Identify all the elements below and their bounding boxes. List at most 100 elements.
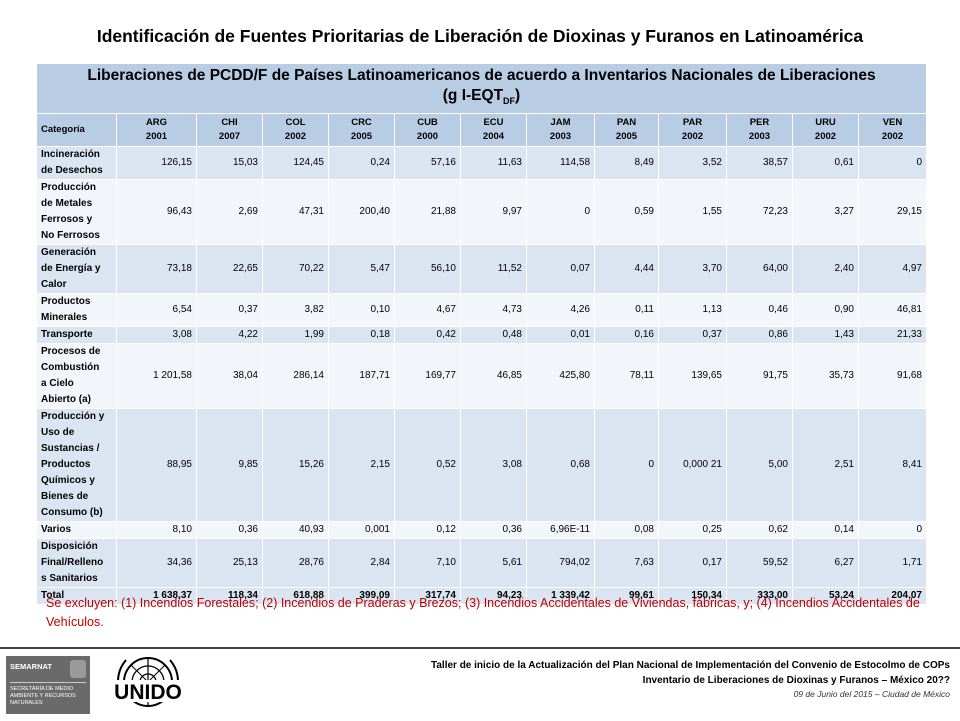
category-cell: Producción y Uso de Sustancias / Productos Q… xyxy=(36,408,117,523)
value-cell: 59,52 xyxy=(726,538,793,589)
value-cell: 88,95 xyxy=(116,408,197,523)
footer-inventory-title: Inventario de Liberaciones de Dioxinas y… xyxy=(642,675,950,686)
category-cell: Transporte xyxy=(36,326,117,345)
country-code: PAN xyxy=(616,117,637,129)
value-cell: 0,07 xyxy=(526,244,595,295)
table-caption: Liberaciones de PCDD/F de Países Latinoa… xyxy=(36,62,927,115)
value-cell: 4,26 xyxy=(526,293,595,328)
value-cell: 6,96E-11 xyxy=(526,521,595,540)
category-label: de Desechos xyxy=(41,165,103,177)
table-row: Incineración de Desechos 126,15 15,03 124,45… xyxy=(36,146,927,181)
value-cell: 0,25 xyxy=(658,521,727,540)
category-label: de Energía y xyxy=(41,263,101,275)
category-label: Incineración xyxy=(41,149,100,161)
value-cell: 4,67 xyxy=(394,293,461,328)
country-header: CHI 2007 xyxy=(196,113,263,148)
country-header: VEN 2002 xyxy=(858,113,927,148)
value-cell: 0,68 xyxy=(526,408,595,523)
value-cell: 2,69 xyxy=(196,179,263,246)
inventory-year: 2002 xyxy=(681,131,704,143)
total-row: Total 1 638,37 118,34 618,88 399,09 317,74 94,… xyxy=(36,587,927,606)
semarnat-name: SEMARNAT xyxy=(10,662,52,671)
value-cell: 46,85 xyxy=(460,343,527,410)
value-cell: 0,01 xyxy=(526,326,595,345)
footer-date-location: 09 de Junio del 2015 – Ciudad de México xyxy=(793,689,950,699)
country-header: URU 2002 xyxy=(792,113,859,148)
footer-workshop-title: Taller de inicio de la Actualización del… xyxy=(430,660,950,671)
value-cell: 1,43 xyxy=(792,326,859,345)
table-row: Disposición Final/Relleno s Sanitarios 34,3… xyxy=(36,538,927,589)
value-cell: 64,00 xyxy=(726,244,793,295)
value-cell: 0,59 xyxy=(594,179,659,246)
value-cell: 8,41 xyxy=(858,408,927,523)
value-cell: 8,10 xyxy=(116,521,197,540)
category-label: Consumo (b) xyxy=(41,507,103,519)
total-value-cell: 118,34 xyxy=(196,587,263,606)
value-cell: 5,00 xyxy=(726,408,793,523)
category-cell: Disposición Final/Relleno s Sanitarios xyxy=(36,538,117,589)
value-cell: 187,71 xyxy=(328,343,395,410)
value-cell: 0 xyxy=(858,146,927,181)
unido-wordmark: UNIDO xyxy=(114,681,182,704)
value-cell: 0,62 xyxy=(726,521,793,540)
category-cell: Varios xyxy=(36,521,117,540)
value-cell: 0,46 xyxy=(726,293,793,328)
value-cell: 47,31 xyxy=(262,179,329,246)
category-label: Combustión xyxy=(41,362,100,374)
value-cell: 425,80 xyxy=(526,343,595,410)
value-cell: 1,55 xyxy=(658,179,727,246)
country-header: CUB 2000 xyxy=(394,113,461,148)
total-value-cell: 1 638,37 xyxy=(116,587,197,606)
value-cell: 124,45 xyxy=(262,146,329,181)
value-cell: 0,10 xyxy=(328,293,395,328)
value-cell: 5,61 xyxy=(460,538,527,589)
inventory-year: 2001 xyxy=(145,131,168,143)
category-label: de Metales xyxy=(41,198,93,210)
value-cell: 11,63 xyxy=(460,146,527,181)
category-cell: Generación de Energía y Calor xyxy=(36,244,117,295)
inventory-year: 2002 xyxy=(814,131,837,143)
value-cell: 0,42 xyxy=(394,326,461,345)
inventory-year: 2000 xyxy=(416,131,439,143)
value-cell: 72,23 xyxy=(726,179,793,246)
value-cell: 91,68 xyxy=(858,343,927,410)
value-cell: 21,33 xyxy=(858,326,927,345)
total-value-cell: 399,09 xyxy=(328,587,395,606)
category-cell: Incineración de Desechos xyxy=(36,146,117,181)
value-cell: 0,61 xyxy=(792,146,859,181)
value-cell: 34,36 xyxy=(116,538,197,589)
total-label: Total xyxy=(36,587,117,606)
total-value-cell: 204,07 xyxy=(858,587,927,606)
value-cell: 286,14 xyxy=(262,343,329,410)
value-cell: 35,73 xyxy=(792,343,859,410)
value-cell: 4,97 xyxy=(858,244,927,295)
value-cell: 2,51 xyxy=(792,408,859,523)
caption-unit-prefix: (g I-EQT xyxy=(442,87,504,104)
value-cell: 0,18 xyxy=(328,326,395,345)
releases-table: Liberaciones de PCDD/F de Países Latinoa… xyxy=(36,62,927,606)
country-header: CRC 2005 xyxy=(328,113,395,148)
total-value-cell: 317,74 xyxy=(394,587,461,606)
table-row: Procesos de Combustión a Cielo Abierto (a) 1… xyxy=(36,343,927,410)
value-cell: 0,36 xyxy=(460,521,527,540)
category-label: Abierto (a) xyxy=(41,394,91,406)
caption-line1: Liberaciones de PCDD/F de Países Latinoa… xyxy=(87,67,876,84)
footer: Taller de inicio de la Actualización del… xyxy=(250,658,950,701)
value-cell: 46,81 xyxy=(858,293,927,328)
value-cell: 0,08 xyxy=(594,521,659,540)
value-cell: 126,15 xyxy=(116,146,197,181)
inventory-year: 2003 xyxy=(748,131,771,143)
table-row: Generación de Energía y Calor 73,18 22,65 70,… xyxy=(36,244,927,295)
country-code: PAR xyxy=(682,117,703,129)
country-code: ARG xyxy=(145,117,168,129)
value-cell: 2,15 xyxy=(328,408,395,523)
category-cell: Procesos de Combustión a Cielo Abierto (a) xyxy=(36,343,117,410)
country-code: ECU xyxy=(483,117,504,129)
value-cell: 0 xyxy=(526,179,595,246)
value-cell: 114,58 xyxy=(526,146,595,181)
value-cell: 0,000 21 xyxy=(658,408,727,523)
category-label: Final/Relleno xyxy=(41,557,104,569)
category-label: Procesos de xyxy=(41,346,101,358)
value-cell: 9,85 xyxy=(196,408,263,523)
category-label: No Ferrosos xyxy=(41,230,100,242)
